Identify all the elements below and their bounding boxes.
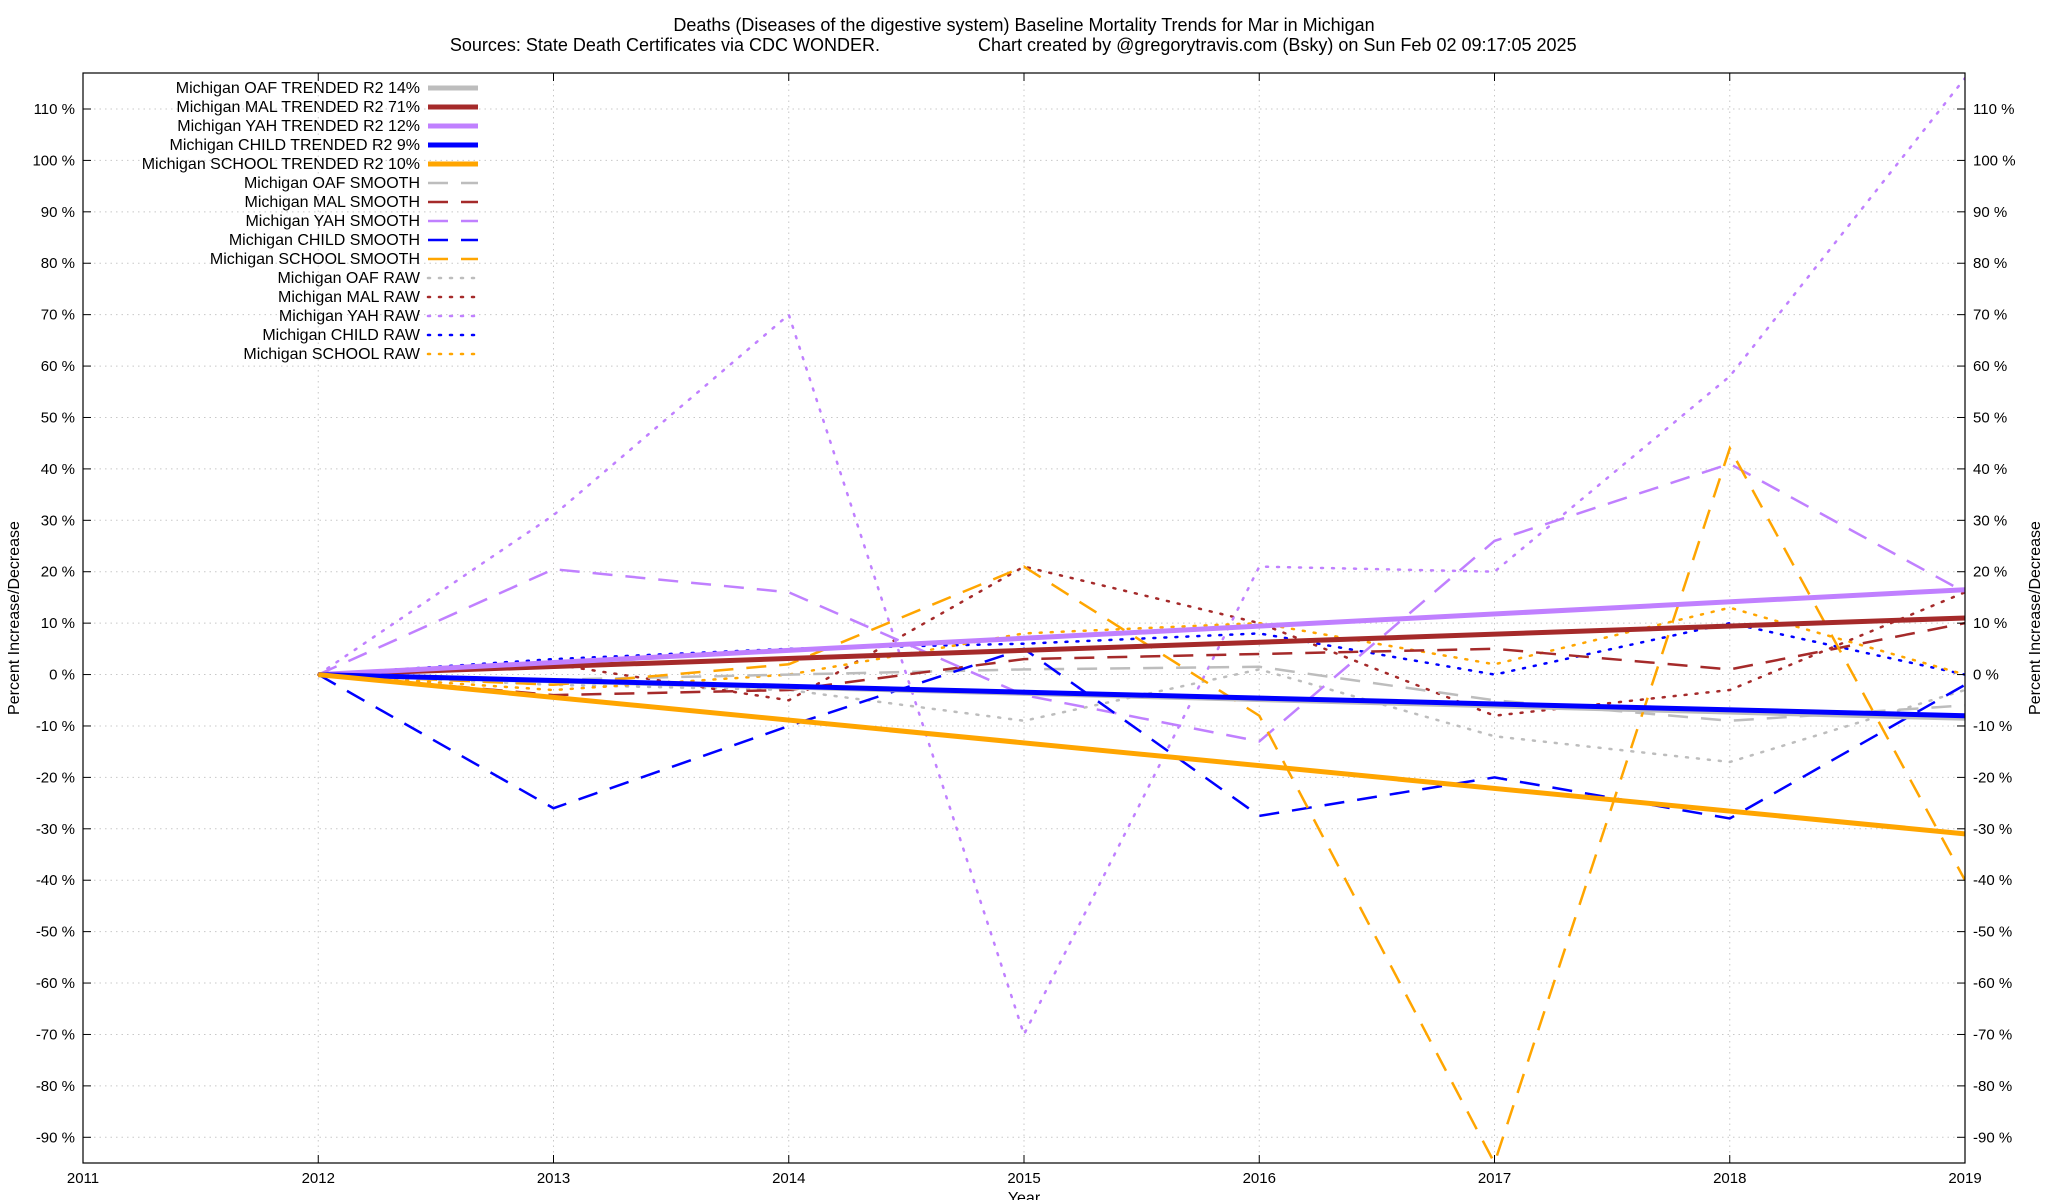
- x-tick-label: 2011: [67, 1170, 99, 1187]
- y-tick-label: -40 %: [36, 872, 75, 889]
- y2-tick-label: -80 %: [1973, 1078, 2012, 1095]
- y2-tick-label: -60 %: [1973, 975, 2012, 992]
- y2-tick-label: -40 %: [1973, 872, 2012, 889]
- y-tick-label: -80 %: [36, 1078, 75, 1095]
- y2-tick-label: 30 %: [1973, 512, 2007, 529]
- x-tick-label: 2016: [1243, 1170, 1276, 1187]
- x-tick-label: 2015: [1007, 1170, 1040, 1187]
- y-tick-label: 80 %: [41, 255, 75, 272]
- chart-title: Deaths (Diseases of the digestive system…: [673, 15, 1374, 35]
- y-axis-label: Percent Increase/Decrease: [6, 521, 23, 715]
- y2-tick-label: 0 %: [1973, 667, 1999, 684]
- y-tick-label: -50 %: [36, 924, 75, 941]
- legend-label: Michigan YAH TRENDED R2 12%: [177, 118, 420, 135]
- legend-label: Michigan MAL TRENDED R2 71%: [176, 99, 420, 116]
- chart-subtitle-credit: Chart created by @gregorytravis.com (Bsk…: [978, 35, 1577, 55]
- legend: Michigan OAF TRENDED R2 14% Michigan MAL …: [142, 80, 480, 363]
- y2-tick-label: -90 %: [1973, 1129, 2012, 1146]
- y2-tick-label: -70 %: [1973, 1026, 2012, 1043]
- y2-tick-label: 40 %: [1973, 461, 2007, 478]
- y-tick-label: -60 %: [36, 975, 75, 992]
- legend-label: Michigan SCHOOL SMOOTH: [210, 251, 420, 268]
- series-line-michigan-mal-raw: [317, 565, 1965, 717]
- legend-label: Michigan OAF RAW: [277, 270, 420, 287]
- y2-tick-label: 80 %: [1973, 255, 2007, 272]
- series-line-michigan-school-smooth: [318, 445, 1965, 1163]
- x-tick-label: 2012: [302, 1170, 335, 1187]
- series-line-michigan-child-smooth: [317, 647, 1965, 820]
- y2-tick-label: -10 %: [1973, 718, 2012, 735]
- y-tick-label: 10 %: [41, 615, 75, 632]
- y2-tick-label: -20 %: [1973, 769, 2012, 786]
- legend-label: Michigan OAF TRENDED R2 14%: [176, 80, 420, 97]
- y-tick-label: 50 %: [41, 409, 75, 426]
- y-tick-label: -70 %: [36, 1026, 75, 1043]
- legend-label: Michigan SCHOOL TRENDED R2 10%: [142, 156, 420, 173]
- y-tick-label: 70 %: [41, 307, 75, 324]
- series-line-michigan-mal-smooth: [318, 621, 1965, 697]
- series-line-michigan-child-raw: [317, 621, 1965, 676]
- legend-label: Michigan OAF SMOOTH: [244, 175, 420, 192]
- legend-label: Michigan MAL SMOOTH: [245, 194, 420, 211]
- x-tick-label: 2018: [1713, 1170, 1746, 1187]
- y2-tick-label: 10 %: [1973, 615, 2007, 632]
- y-tick-label: 60 %: [41, 358, 75, 375]
- y2-axis-label: Percent Increase/Decrease: [2027, 521, 2044, 715]
- y2-tick-label: 50 %: [1973, 409, 2007, 426]
- y-tick-label: 30 %: [41, 512, 75, 529]
- legend-label: Michigan YAH RAW: [279, 308, 421, 325]
- plot-series: [317, 76, 1965, 1163]
- series-line-michigan-oaf-raw: [317, 668, 1965, 764]
- series-line-michigan-child-trended-r2-9: [318, 672, 1965, 719]
- series-line-michigan-school-raw: [317, 606, 1965, 692]
- y2-tick-label: 20 %: [1973, 564, 2007, 581]
- series-line-michigan-yah-smooth: [317, 462, 1965, 743]
- legend-label: Michigan CHILD SMOOTH: [229, 232, 420, 249]
- y-tick-label: -90 %: [36, 1129, 75, 1146]
- legend-label: Michigan MAL RAW: [278, 289, 421, 306]
- y-tick-label: -30 %: [36, 821, 75, 838]
- grid: [83, 73, 1965, 1163]
- x-tick-label: 2019: [1948, 1170, 1981, 1187]
- legend-label: Michigan CHILD RAW: [262, 327, 421, 344]
- y-tick-label: -20 %: [36, 769, 75, 786]
- chart-subtitle-sources: Sources: State Death Certificates via CD…: [450, 35, 880, 55]
- y2-tick-label: 110 %: [1973, 101, 2014, 118]
- y2-tick-label: 70 %: [1973, 307, 2007, 324]
- x-tick-label: 2014: [772, 1170, 805, 1187]
- x-tick-label: 2017: [1478, 1170, 1511, 1187]
- x-tick-label: 2013: [537, 1170, 570, 1187]
- y2-tick-label: -50 %: [1973, 924, 2012, 941]
- y2-tick-label: 60 %: [1973, 358, 2007, 375]
- series-line-michigan-mal-trended-r2-71: [318, 615, 1965, 678]
- series-line-michigan-yah-raw: [317, 76, 1965, 1038]
- y-tick-label: 20 %: [41, 564, 75, 581]
- legend-label: Michigan YAH SMOOTH: [245, 213, 420, 230]
- series-line-michigan-yah-trended-r2-12: [318, 587, 1965, 678]
- y-tick-label: 90 %: [41, 204, 75, 221]
- y-tick-label: 110 %: [34, 101, 75, 118]
- y-tick-label: 100 %: [32, 152, 75, 169]
- y-tick-label: 40 %: [41, 461, 75, 478]
- y-tick-label: -10 %: [36, 718, 75, 735]
- series-line-michigan-oaf-smooth: [318, 665, 1965, 723]
- legend-label: Michigan CHILD TRENDED R2 9%: [170, 137, 420, 154]
- series-line-michigan-school-trended-r2-10: [318, 672, 1965, 837]
- y-tick-label: 0 %: [49, 667, 75, 684]
- y2-tick-label: -30 %: [1973, 821, 2012, 838]
- x-axis-label: Year: [1008, 1190, 1041, 1200]
- y2-tick-label: 100 %: [1973, 152, 2016, 169]
- legend-label: Michigan SCHOOL RAW: [243, 346, 421, 363]
- y2-tick-label: 90 %: [1973, 204, 2007, 221]
- axis-ticks: 2011 2012 2013 2014 2015 2016 2017 2018 2019 110 …: [32, 73, 2016, 1187]
